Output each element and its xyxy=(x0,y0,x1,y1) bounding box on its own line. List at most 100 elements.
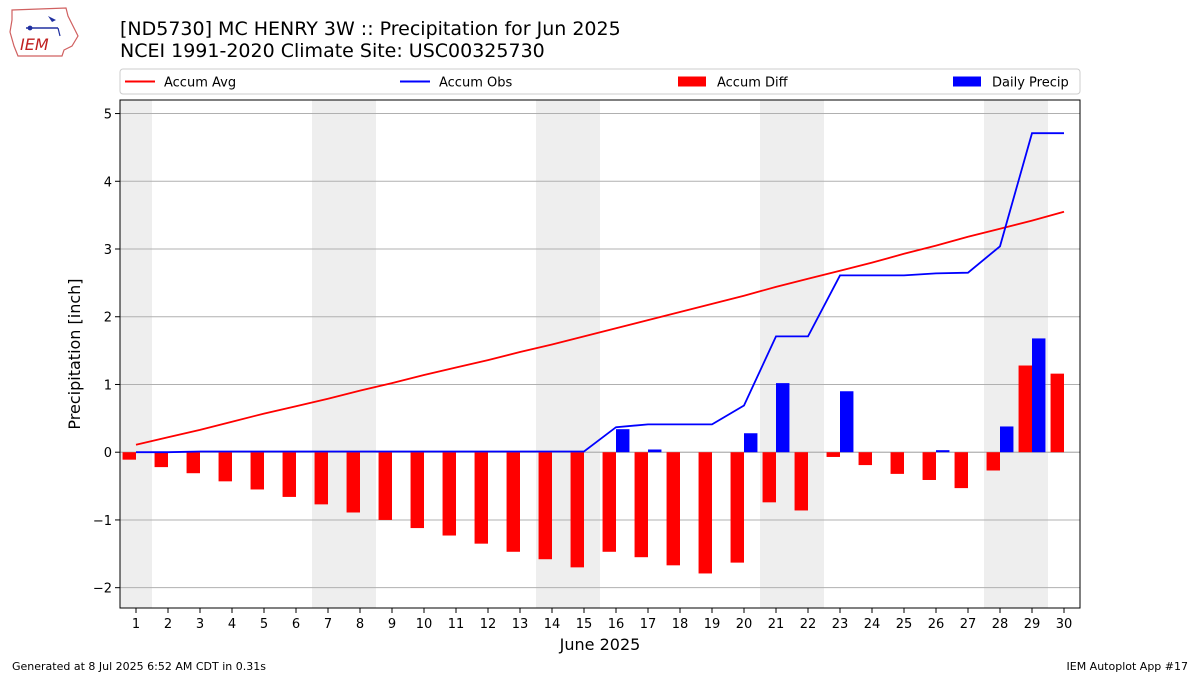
x-tick-label: 9 xyxy=(388,617,396,632)
x-tick-label: 23 xyxy=(832,617,849,632)
daily-precip-bar xyxy=(840,391,854,453)
footer-generated: Generated at 8 Jul 2025 6:52 AM CDT in 0… xyxy=(12,660,266,673)
daily-precip-bar xyxy=(1000,426,1014,453)
accum-diff-bar xyxy=(986,452,1000,471)
y-tick-label: 5 xyxy=(104,108,112,123)
x-tick-label: 20 xyxy=(736,617,753,632)
accum-diff-bar xyxy=(442,452,456,536)
logo-text: IEM xyxy=(20,35,49,54)
x-tick-label: 26 xyxy=(928,617,945,632)
iem-logo: IEM xyxy=(9,7,79,57)
accum-diff-bar xyxy=(698,452,712,574)
accum-diff-bar xyxy=(154,452,168,468)
accum-diff-bar xyxy=(634,452,648,558)
accum-diff-bar xyxy=(858,452,872,466)
shade-day-8 xyxy=(344,100,376,608)
accum-diff-bar xyxy=(250,452,264,490)
legend: Accum Avg Accum Obs Accum Diff Daily Precip xyxy=(119,68,1081,95)
accum-diff-bar xyxy=(410,452,424,529)
accum-diff-bar xyxy=(922,452,936,480)
footer-app: IEM Autoplot App #17 xyxy=(1066,660,1189,673)
x-tick-label: 25 xyxy=(896,617,913,632)
shade-day-21 xyxy=(760,100,792,608)
x-tick-label: 14 xyxy=(544,617,561,632)
x-tick-label: 30 xyxy=(1056,617,1073,632)
x-tick-label: 19 xyxy=(704,617,721,632)
y-tick-label: 1 xyxy=(104,378,112,393)
accum-diff-bar xyxy=(1018,365,1032,453)
accum-avg-line xyxy=(135,210,1065,446)
legend-label-daily-precip: Daily Precip xyxy=(992,76,1069,91)
daily-precip-bar xyxy=(1032,338,1046,453)
x-tick-label: 15 xyxy=(576,617,593,632)
accum-diff-bar xyxy=(186,452,200,474)
x-axis-label: June 2025 xyxy=(559,635,641,654)
chart-title: [ND5730] MC HENRY 3W :: Precipitation fo… xyxy=(120,18,621,40)
accum-diff-bar xyxy=(826,452,840,457)
x-tick-label: 18 xyxy=(672,617,689,632)
x-tick-label: 29 xyxy=(1024,617,1041,632)
x-axis: 1 2 3 4 5 6 7 8 9 10 11 12 13 14 15 16 17 18 19 20 21 22 23 24 2… xyxy=(132,608,1072,632)
accum-diff-bar xyxy=(122,452,136,460)
x-tick-label: 7 xyxy=(324,617,332,632)
daily-precip-bar xyxy=(744,433,758,453)
daily-precip-bar xyxy=(648,449,662,453)
legend-swatch-accum-diff xyxy=(678,76,706,87)
accum-diff-bar xyxy=(1050,373,1064,453)
x-tick-label: 24 xyxy=(864,617,881,632)
legend-swatch-daily-precip xyxy=(953,76,981,87)
accum-diff-bar xyxy=(218,452,232,482)
y-axis-label: Precipitation [inch] xyxy=(65,278,84,429)
y-tick-label: 0 xyxy=(104,446,112,461)
accum-diff-bar xyxy=(794,452,808,511)
daily-precip-bar xyxy=(936,450,950,453)
x-tick-label: 11 xyxy=(448,617,465,632)
y-tick-label: 2 xyxy=(104,311,112,326)
legend-label-accum-obs: Accum Obs xyxy=(439,76,512,91)
shade-day-28 xyxy=(984,100,1016,608)
legend-label-accum-avg: Accum Avg xyxy=(164,76,236,91)
accum-diff-bar xyxy=(954,452,968,489)
legend-frame xyxy=(119,68,1081,95)
accum-lines xyxy=(135,132,1065,454)
x-tick-label: 21 xyxy=(768,617,785,632)
accum-diff-bar xyxy=(474,452,488,544)
x-tick-label: 10 xyxy=(416,617,433,632)
accum-diff-bar xyxy=(666,452,680,566)
x-tick-label: 27 xyxy=(960,617,977,632)
shade-day-22 xyxy=(792,100,824,608)
chart-subtitle: NCEI 1991-2020 Climate Site: USC00325730 xyxy=(120,40,545,62)
accum-diff-bar xyxy=(730,452,744,563)
x-tick-label: 8 xyxy=(356,617,364,632)
x-tick-label: 3 xyxy=(196,617,204,632)
x-tick-label: 16 xyxy=(608,617,625,632)
x-tick-label: 22 xyxy=(800,617,817,632)
y-tick-label: −1 xyxy=(93,514,112,529)
y-tick-label: 3 xyxy=(104,243,112,258)
accum-diff-bar xyxy=(314,452,328,505)
x-tick-label: 6 xyxy=(292,617,300,632)
accum-diff-bar xyxy=(890,452,904,474)
x-tick-label: 28 xyxy=(992,617,1009,632)
accum-diff-bar xyxy=(538,452,552,560)
x-tick-label: 13 xyxy=(512,617,529,632)
legend-label-accum-diff: Accum Diff xyxy=(717,76,789,91)
y-tick-label: −2 xyxy=(93,582,112,597)
accum-obs-line xyxy=(136,132,1064,454)
daily-precip-bar xyxy=(776,383,790,453)
shade-day-1 xyxy=(120,100,152,608)
x-tick-label: 2 xyxy=(164,617,172,632)
x-tick-label: 17 xyxy=(640,617,657,632)
x-tick-label: 1 xyxy=(132,617,140,632)
bars xyxy=(122,338,1064,574)
x-tick-label: 5 xyxy=(260,617,268,632)
daily-precip-bar xyxy=(616,429,630,453)
accum-diff-bar xyxy=(602,452,616,552)
plot-frame xyxy=(119,99,1081,609)
y-axis: −2 −1 0 1 2 3 4 5 xyxy=(93,108,120,597)
accum-diff-bar xyxy=(378,452,392,520)
accum-diff-bar xyxy=(506,452,520,552)
y-tick-label: 4 xyxy=(104,175,112,190)
accum-diff-bar xyxy=(282,452,296,497)
